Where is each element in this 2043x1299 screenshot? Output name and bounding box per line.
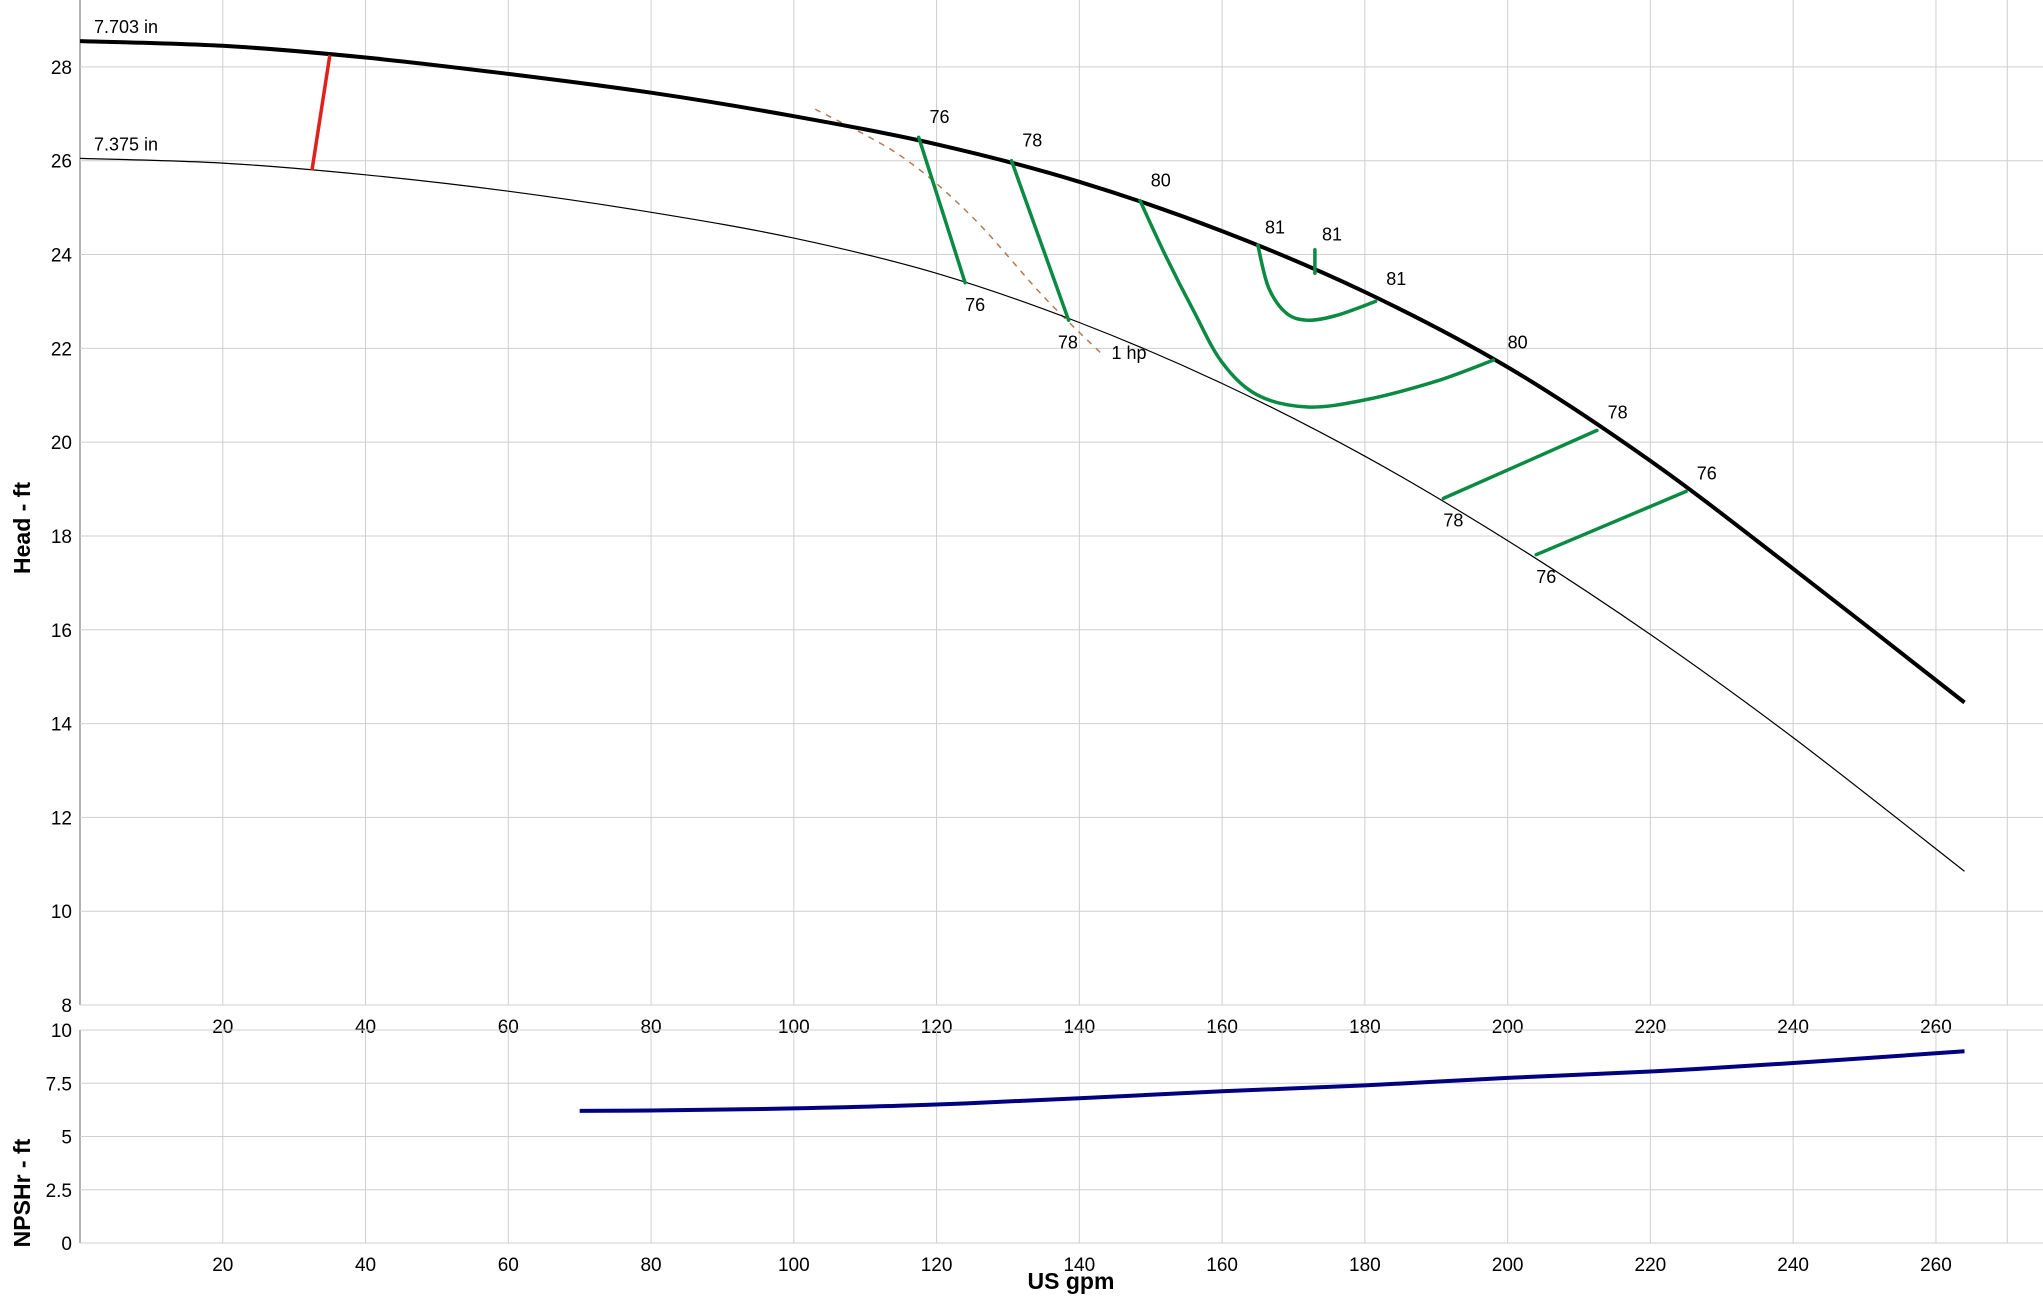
head-x-tick-label: 60	[498, 1017, 519, 1038]
head-x-tick-label: 20	[212, 1017, 233, 1038]
efficiency-label: 76	[1697, 464, 1717, 484]
head-x-tick-label: 120	[921, 1017, 953, 1038]
npsh-x-tick-label: 20	[212, 1255, 233, 1276]
npsh-plot: 0 2.5 5 7.5 10 20 40 60 80 100 120 140 160 180 200 220 2…	[46, 1021, 2043, 1276]
npsh-x-tick-label: 260	[1920, 1255, 1952, 1276]
npsh-x-tick-label: 240	[1777, 1255, 1809, 1276]
head-x-tick-label: 160	[1206, 1017, 1238, 1038]
head-y-tick-label: 14	[51, 715, 73, 736]
head-y-tick-label: 16	[51, 621, 72, 642]
head-x-tick-label: 100	[778, 1017, 810, 1038]
npsh-x-tick-label: 80	[640, 1255, 661, 1276]
npsh-axis-title: NPSHr - ft	[9, 1138, 35, 1247]
npsh-x-tick-label: 100	[778, 1255, 810, 1276]
head-y-tick-label: 18	[51, 527, 72, 548]
npsh-y-tick-label: 7.5	[46, 1074, 72, 1095]
efficiency-label: 80	[1151, 171, 1171, 191]
x-axis-title: US gpm	[1028, 1268, 1115, 1294]
min-flow-line	[310, 54, 332, 171]
npsh-x-tick-label: 160	[1206, 1255, 1238, 1276]
power-curve-label: 1 hp	[1111, 343, 1146, 363]
efficiency-contour	[1534, 489, 1688, 557]
head-x-tick-label: 260	[1920, 1017, 1952, 1038]
efficiency-label: 81	[1265, 217, 1285, 237]
head-y-tick-label: 10	[51, 902, 72, 923]
efficiency-label: 76	[965, 295, 985, 315]
power-curve-line	[814, 108, 1102, 354]
efficiency-label: 78	[1058, 332, 1078, 352]
head-x-tick-label: 40	[355, 1017, 376, 1038]
head-y-tick-label: 8	[61, 996, 72, 1017]
impeller-curve-1	[79, 39, 1966, 705]
head-y-tick-label: 20	[51, 433, 72, 454]
head-x-tick-label: 200	[1492, 1017, 1524, 1038]
efficiency-contour	[1441, 428, 1599, 501]
efficiency-label: 78	[1608, 403, 1628, 423]
head-y-tick-label: 12	[51, 808, 72, 829]
head-axis-title: Head - ft	[9, 482, 35, 574]
head-x-tick-label: 240	[1777, 1017, 1809, 1038]
head-x-tick-label: 220	[1635, 1017, 1667, 1038]
npsh-y-tick-label: 2.5	[46, 1181, 72, 1202]
npsh-x-tick-label: 140	[1063, 1255, 1095, 1276]
npsh-x-tick-label: 60	[498, 1255, 519, 1276]
efficiency-label: 80	[1508, 332, 1528, 352]
efficiency-label: 81	[1322, 224, 1342, 244]
npshr-curve	[579, 1049, 1965, 1113]
impeller-curve-2	[79, 157, 1965, 872]
efficiency-contour	[916, 135, 967, 285]
npsh-x-tick-label: 120	[921, 1255, 953, 1276]
head-y-tick-label: 22	[51, 339, 72, 360]
npsh-x-tick-label: 220	[1635, 1255, 1667, 1276]
head-plot: 8 10 12 14 16 18 20 22 24 26 28 20 40 60 80 100 120 140 16…	[51, 0, 2043, 1038]
impeller-curve-label: 7.375 in	[94, 134, 158, 154]
npsh-y-tick-label: 0	[61, 1234, 72, 1255]
head-y-tick-label: 26	[51, 152, 72, 173]
head-x-tick-label: 80	[640, 1017, 661, 1038]
npsh-y-tick-label: 10	[51, 1021, 72, 1042]
efficiency-label: 76	[1536, 567, 1556, 587]
efficiency-label: 76	[929, 107, 949, 127]
efficiency-label: 78	[1443, 511, 1463, 531]
impeller-curve-label: 7.703 in	[94, 17, 158, 37]
npsh-x-tick-label: 180	[1349, 1255, 1381, 1276]
npsh-x-tick-label: 40	[355, 1255, 376, 1276]
efficiency-contour	[1138, 198, 1496, 409]
efficiency-label: 78	[1022, 131, 1042, 151]
efficiency-label: 81	[1386, 269, 1406, 289]
npsh-y-tick-label: 5	[61, 1128, 72, 1149]
head-y-tick-label: 28	[51, 58, 72, 79]
efficiency-contour	[1256, 243, 1378, 322]
head-x-tick-label: 180	[1349, 1017, 1381, 1038]
head-x-tick-label: 140	[1063, 1017, 1095, 1038]
efficiency-contour	[1009, 158, 1071, 322]
head-y-tick-label: 24	[51, 246, 73, 267]
npsh-x-tick-label: 200	[1492, 1255, 1524, 1276]
